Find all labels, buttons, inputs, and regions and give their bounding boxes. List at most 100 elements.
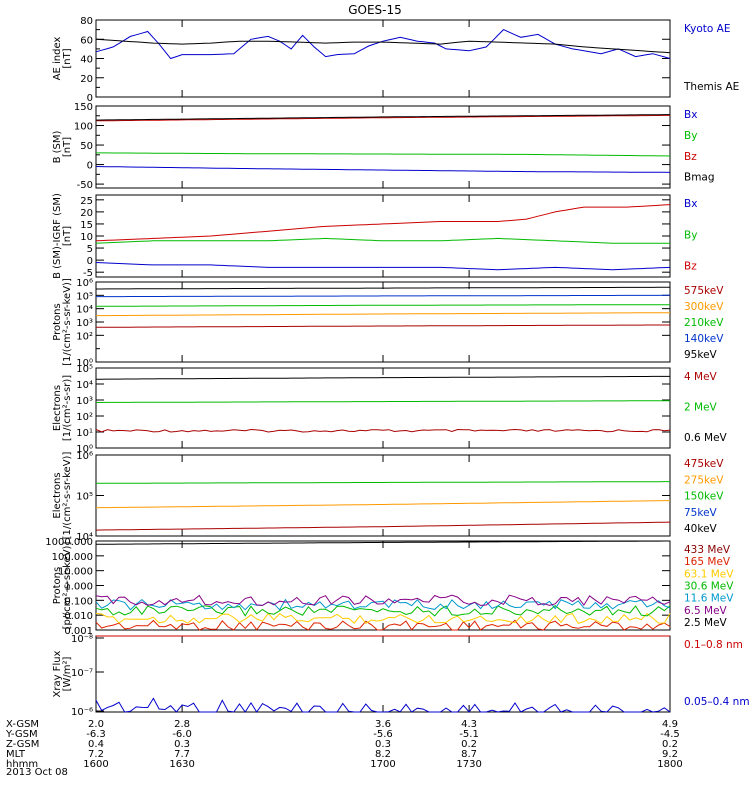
- legend-label: 95keV: [684, 349, 718, 361]
- panel-electrons1: 10⁰ 10¹ 10² 10³ 10⁴ 10⁵ Electrons [1/(cm²-s-sr)…: [52, 364, 728, 455]
- legend-label: 0.05–0.4 nm: [684, 696, 750, 708]
- y-axis-label: Xray Flux: [52, 650, 63, 697]
- x-value-xgsm: 4.9: [662, 719, 678, 730]
- legend-label: 6.5 MeV: [684, 605, 728, 617]
- x-row-label: 2013 Oct 08: [6, 767, 68, 778]
- y-tick-label: 20: [80, 74, 93, 85]
- legend-label: 4 MeV: [684, 371, 718, 383]
- legend-label: 2 MeV: [684, 401, 718, 413]
- y-tick-label: 5: [87, 244, 93, 255]
- legend-label: 575keV: [684, 285, 724, 297]
- panel-frame: [95, 540, 671, 631]
- series-line: [96, 324, 670, 328]
- series-line: [95, 237, 670, 244]
- y-axis-label: [1/(cm²-s-sr)]: [62, 375, 73, 441]
- panel-protons1: 10⁰ 10² 10³ 10⁴ 10⁵ 10⁶ Protons [1/(cm²-s-sr-ke…: [52, 278, 724, 369]
- series-line: [95, 697, 671, 713]
- series-line: [95, 262, 671, 271]
- x-value-hhmm: 1630: [169, 759, 194, 770]
- y-tick-label: 10⁻⁶: [71, 707, 93, 718]
- y-axis-label: Electrons: [52, 385, 63, 431]
- y-tick-label: 0: [87, 161, 93, 172]
- y-tick-label: 80: [80, 16, 93, 27]
- legend-label: 475keV: [684, 458, 724, 470]
- legend-label: 0.1–0.8 nm: [684, 639, 743, 651]
- legend-label: 433 MeV: [684, 544, 731, 556]
- legend-label: 300keV: [684, 301, 724, 313]
- legend-label: 210keV: [684, 317, 724, 329]
- x-value-xgsm: 4.3: [461, 719, 477, 730]
- y-axis-label: B (SM): [52, 130, 63, 163]
- y-tick-label: 10⁰: [76, 358, 93, 369]
- series-line: [96, 286, 670, 290]
- y-tick-label: 100: [74, 122, 93, 133]
- series-line: [95, 38, 671, 54]
- y-tick-label: 50: [80, 141, 93, 152]
- x-row-label: Y-GSM: [5, 729, 38, 740]
- y-axis-label: [1/(cm²-s-sr-keV)]: [62, 278, 73, 366]
- y-tick-label: 1.000: [64, 582, 93, 593]
- x-value-ygsm: -5.6: [373, 729, 393, 740]
- series-line: [96, 312, 670, 317]
- legend-label: 165 MeV: [684, 556, 731, 568]
- y-axis-label: [1/(cm²-s-sr-keV)]: [62, 452, 73, 540]
- x-row-label: hhmm: [6, 759, 38, 770]
- legend-label: 0.6 MeV: [684, 432, 728, 444]
- series-line: [95, 594, 671, 606]
- series-line: [96, 304, 670, 307]
- y-tick-label: 0: [87, 256, 93, 267]
- y-tick-label: 0.010: [64, 611, 93, 622]
- y-tick-label: 10⁵: [76, 291, 93, 302]
- x-row-label: MLT: [6, 749, 26, 760]
- y-tick-label: 20: [80, 208, 93, 219]
- legend-label: 2.5 MeV: [684, 617, 728, 629]
- legend-label: 75keV: [684, 507, 718, 519]
- legend-label: 30.6 MeV: [684, 581, 734, 593]
- y-tick-label: 10²: [76, 331, 93, 342]
- y-tick-label: 10⁻⁸: [71, 634, 93, 645]
- y-tick-label: 150: [74, 102, 93, 113]
- x-value-hhmm: 1700: [370, 759, 395, 770]
- panel-frame: [95, 19, 671, 98]
- panel-frame: [95, 367, 671, 449]
- series-line: [96, 114, 670, 122]
- x-value-mlt: 8.7: [461, 749, 477, 760]
- y-tick-label: 10²: [76, 412, 93, 423]
- y-axis-label: [nT]: [62, 226, 73, 246]
- y-tick-label: 0: [87, 93, 93, 104]
- series-line: [95, 612, 671, 625]
- x-value-xgsm: 3.6: [375, 719, 391, 730]
- y-axis-label: AE index: [52, 37, 63, 81]
- legend-label: Bx: [684, 198, 697, 210]
- legend-label: Themis AE: [683, 81, 739, 93]
- y-tick-label: 10⁴: [76, 532, 93, 543]
- x-row-label: Z-GSM: [6, 739, 39, 750]
- x-value-zgsm: 0.2: [461, 739, 477, 750]
- y-axis-label: [p/(cm²-s-sr-keV)]: [62, 542, 73, 630]
- y-tick-label: 10³: [76, 396, 93, 407]
- y-axis-label: Protons: [52, 567, 63, 604]
- x-value-ygsm: -6.0: [172, 729, 192, 740]
- y-tick-label: 10⁵: [76, 364, 93, 375]
- legend-label: By: [684, 130, 697, 142]
- legend-label: 63.1 MeV: [684, 568, 734, 580]
- y-axis-label: [nT]: [62, 137, 73, 157]
- legend-label: Bz: [684, 261, 697, 273]
- legend-label: Bx: [684, 109, 697, 121]
- series-line: [95, 204, 671, 242]
- y-tick-label: 100.000: [52, 552, 93, 563]
- y-tick-label: 10⁶: [76, 451, 93, 462]
- legend-label: 140keV: [684, 333, 724, 345]
- y-tick-label: 40: [80, 55, 93, 66]
- x-value-ygsm: -6.3: [86, 729, 106, 740]
- x-value-xgsm: 2.0: [88, 719, 104, 730]
- panel-xray: 10⁻⁸ 10⁻⁷ 10⁻⁶ Xray Flux [W/m²] 0.1–0.8 nm 0.0…: [52, 634, 750, 718]
- y-tick-label: 10.000: [58, 567, 93, 578]
- panel-ae: 0 20 40 60 80 AE index [nT] Kyoto AE Themis AE: [52, 16, 739, 104]
- y-tick-label: 1000.000: [45, 537, 93, 548]
- plot-title: GOES-15: [348, 3, 402, 17]
- series-line: [95, 605, 671, 617]
- x-value-zgsm: 0.3: [174, 739, 190, 750]
